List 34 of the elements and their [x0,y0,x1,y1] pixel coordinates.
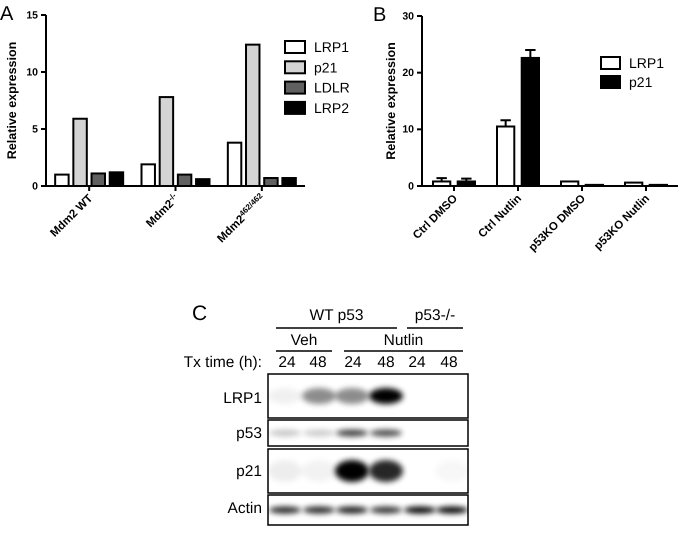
category-label: 24 [278,354,296,371]
y-tick-label: 20 [402,67,414,80]
legend-label: p21 [314,59,338,76]
y-tick-label: 5 [32,123,38,136]
y-tick-label: 0 [32,180,38,192]
category-label: 48 [440,354,458,371]
y-tick-label: 15 [26,9,38,22]
legend-label: LDLR [314,80,350,96]
text: p53 [236,425,262,442]
text: LRP1 [223,390,262,407]
category-label: 24 [344,354,362,371]
y-tick-label: 10 [26,66,38,78]
legend-label: LRP1 [314,39,350,55]
y-tick-label: 10 [402,124,414,136]
category-label: 48 [309,354,327,371]
text: p21 [236,463,262,480]
y-tick-label: 30 [402,10,414,22]
text: C [192,302,208,325]
text: Actin [228,500,262,517]
text: Nutlin [384,332,424,349]
legend-label: LRP1 [629,55,664,71]
text: Tx time (h): [184,354,262,371]
text: Veh [290,332,318,349]
chart-title: A [0,3,14,25]
y-tick-label: 0 [408,180,414,192]
text: p53-/- [414,307,456,324]
y-axis-title: Relative expression [5,42,19,160]
legend-label: p21 [629,74,653,90]
legend-label: LRP2 [314,100,350,116]
chart-title: B [373,4,386,26]
category-label: 24 [408,354,426,371]
text: WT p53 [310,307,364,324]
category-label: 48 [377,354,395,371]
y-axis-title: Relative expression [384,42,398,160]
